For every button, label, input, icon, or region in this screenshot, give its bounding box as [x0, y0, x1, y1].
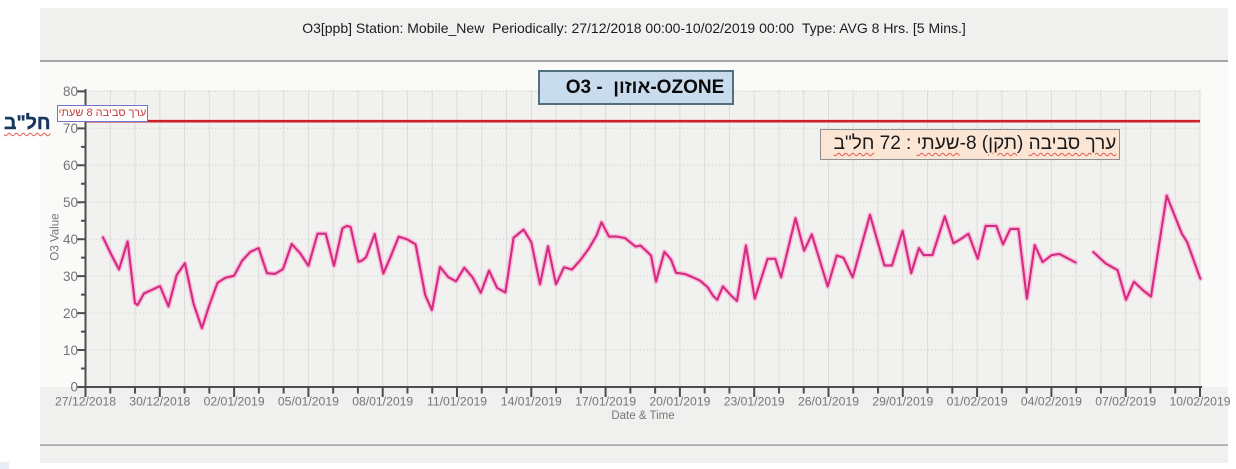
svg-text:04/02/2019: 04/02/2019 [1021, 395, 1082, 409]
svg-text:23/01/2019: 23/01/2019 [724, 395, 785, 409]
svg-text:29/01/2019: 29/01/2019 [872, 395, 933, 409]
svg-text:60: 60 [63, 158, 78, 173]
svg-text:70: 70 [63, 121, 78, 136]
svg-text:17/01/2019: 17/01/2019 [575, 395, 636, 409]
svg-text:40: 40 [63, 232, 78, 247]
svg-text:11/01/2019: 11/01/2019 [427, 395, 487, 409]
svg-text:30: 30 [63, 269, 78, 284]
svg-text:O3 Value: O3 Value [50, 213, 62, 260]
svg-text:27/12/2018: 27/12/2018 [55, 395, 116, 409]
svg-text:10: 10 [63, 343, 78, 358]
svg-text:10/02/2019: 10/02/2019 [1170, 395, 1231, 409]
svg-text:02/01/2019: 02/01/2019 [204, 395, 265, 409]
svg-text:05/01/2019: 05/01/2019 [278, 395, 339, 409]
svg-text:Date & Time: Date & Time [611, 410, 674, 422]
svg-text:07/02/2019: 07/02/2019 [1095, 395, 1156, 409]
svg-text:80: 80 [63, 84, 78, 99]
svg-text:14/01/2019: 14/01/2019 [501, 395, 562, 409]
svg-text:30/12/2018: 30/12/2018 [129, 395, 190, 409]
svg-text:0: 0 [70, 380, 78, 395]
svg-text:26/01/2019: 26/01/2019 [798, 395, 859, 409]
svg-text:20: 20 [63, 306, 78, 321]
svg-text:20/01/2019: 20/01/2019 [649, 395, 710, 409]
svg-text:08/01/2019: 08/01/2019 [352, 395, 413, 409]
svg-text:50: 50 [63, 195, 78, 210]
svg-text:01/02/2019: 01/02/2019 [947, 395, 1008, 409]
